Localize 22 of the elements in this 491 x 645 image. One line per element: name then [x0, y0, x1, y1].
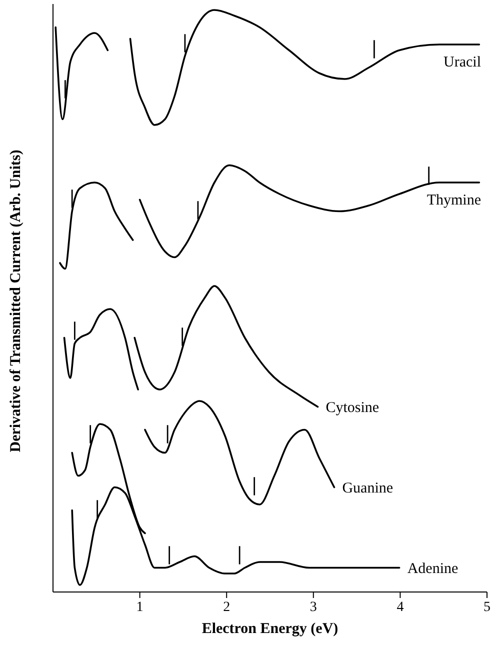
- series-label: Cytosine: [326, 400, 380, 416]
- series-label: Guanine: [342, 480, 394, 496]
- annotation: |: [165, 422, 170, 444]
- annotation: |: [252, 474, 257, 496]
- annotation: |: [167, 542, 172, 565]
- annotation: |: [72, 318, 77, 340]
- annotation: |: [237, 542, 242, 565]
- annotation: |: [372, 36, 376, 59]
- series-label: Uracil: [444, 54, 481, 70]
- x-tick-label: 5: [484, 600, 490, 615]
- x-tick-label: 4: [396, 600, 404, 615]
- x-tick-label: 2: [223, 600, 230, 615]
- y-axis-title: Derivative of Transmitted Current (Arb. Units): [8, 150, 24, 452]
- series-label: Adenine: [407, 560, 458, 577]
- series-label: Thymine: [426, 192, 482, 208]
- annotation: |: [196, 198, 200, 220]
- annotation: |: [88, 422, 93, 444]
- x-axis-title: Electron Energy (eV): [202, 621, 338, 637]
- x-tick-label: 3: [310, 600, 317, 615]
- x-tick-label: 1: [136, 600, 144, 615]
- annotation: |: [180, 324, 185, 346]
- annotation: |: [182, 31, 188, 53]
